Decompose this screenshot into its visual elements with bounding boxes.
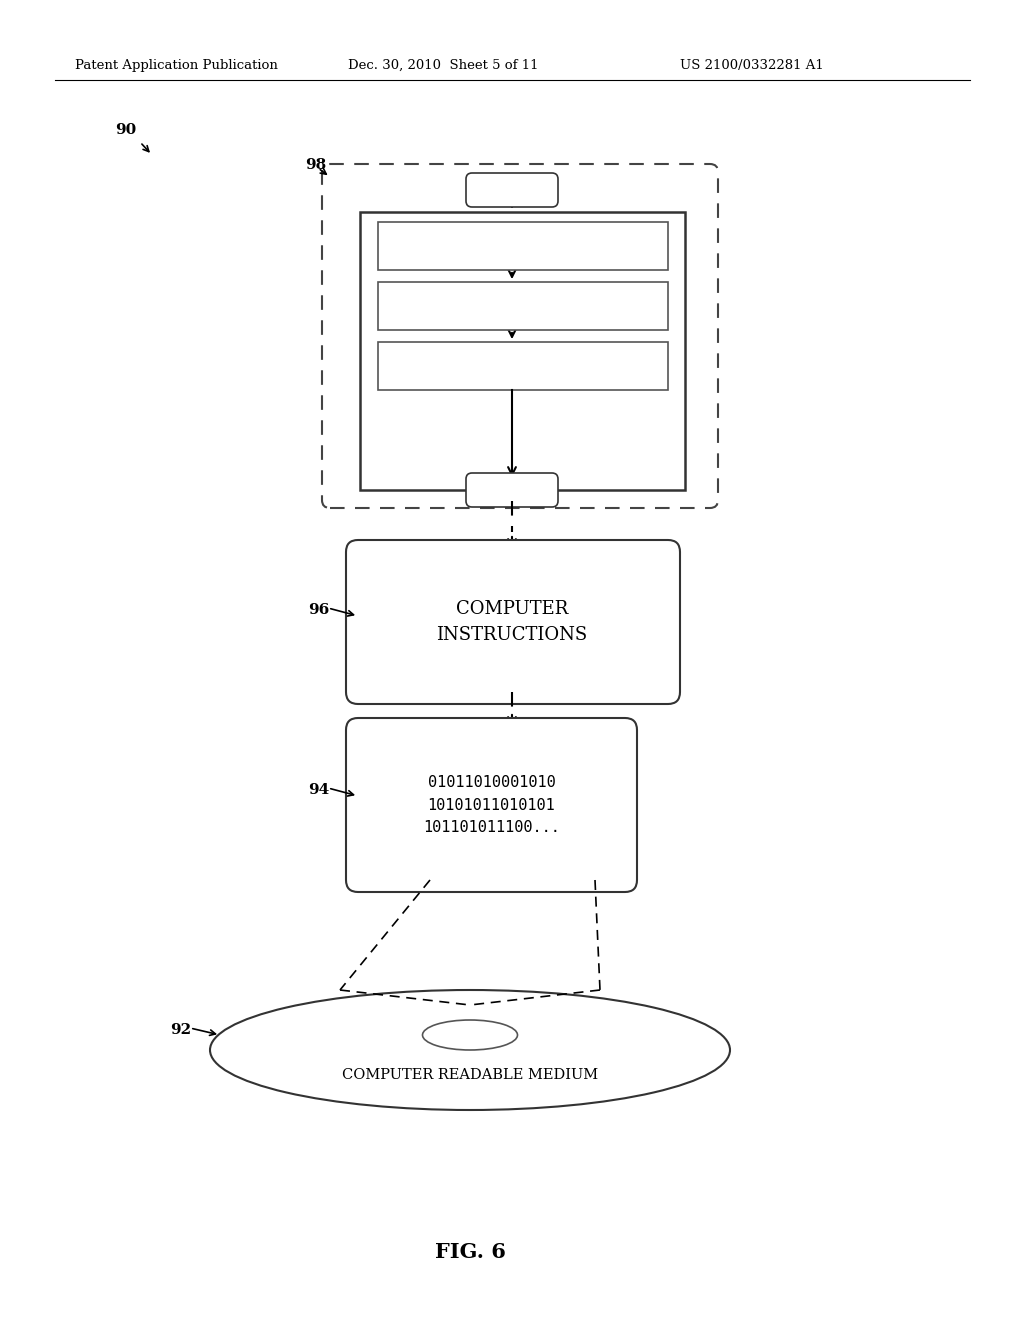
FancyBboxPatch shape bbox=[322, 164, 718, 508]
Bar bbox=[378, 222, 668, 271]
Text: FIG. 6: FIG. 6 bbox=[434, 1242, 506, 1262]
Text: COMPUTER READABLE MEDIUM: COMPUTER READABLE MEDIUM bbox=[342, 1068, 598, 1082]
Text: COMPUTER
INSTRUCTIONS: COMPUTER INSTRUCTIONS bbox=[436, 599, 588, 644]
FancyBboxPatch shape bbox=[346, 718, 637, 892]
Text: 92: 92 bbox=[170, 1023, 191, 1038]
Text: Dec. 30, 2010  Sheet 5 of 11: Dec. 30, 2010 Sheet 5 of 11 bbox=[348, 58, 539, 71]
Bar bbox=[378, 342, 668, 389]
Text: 94: 94 bbox=[308, 783, 330, 797]
Text: 01011010001010
10101011010101
101101011100...: 01011010001010 10101011010101 1011010111… bbox=[423, 775, 560, 834]
Ellipse shape bbox=[423, 1020, 517, 1049]
FancyBboxPatch shape bbox=[466, 173, 558, 207]
Bar bbox=[360, 213, 685, 490]
FancyBboxPatch shape bbox=[346, 540, 680, 704]
FancyBboxPatch shape bbox=[466, 473, 558, 507]
Text: US 2100/0332281 A1: US 2100/0332281 A1 bbox=[680, 58, 823, 71]
Text: 90: 90 bbox=[115, 123, 136, 137]
Bar bbox=[378, 282, 668, 330]
Text: Patent Application Publication: Patent Application Publication bbox=[75, 58, 278, 71]
Text: 98: 98 bbox=[305, 158, 327, 172]
Text: 96: 96 bbox=[308, 603, 330, 616]
Ellipse shape bbox=[210, 990, 730, 1110]
